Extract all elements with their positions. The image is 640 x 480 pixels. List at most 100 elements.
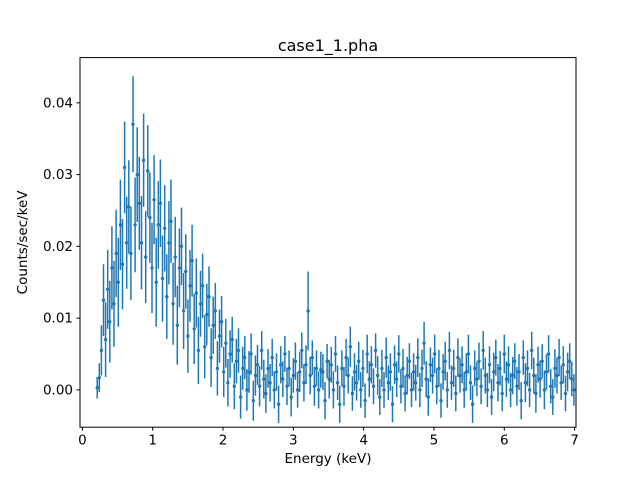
data-point (312, 384, 317, 388)
data-point (148, 215, 152, 220)
data-point (555, 373, 559, 378)
data-point (452, 366, 456, 371)
data-point (114, 251, 118, 256)
data-point (112, 302, 116, 306)
data-point (544, 370, 549, 374)
data-point (570, 377, 574, 381)
data-point (430, 373, 435, 378)
data-point (289, 395, 293, 399)
data-point (350, 391, 355, 396)
data-point (314, 366, 319, 371)
data-point (283, 352, 287, 356)
data-point (411, 370, 416, 374)
data-point (285, 384, 289, 388)
data-point (546, 352, 551, 356)
data-point (454, 391, 458, 396)
data-point (226, 381, 230, 385)
data-point (171, 302, 175, 306)
data-point (139, 241, 144, 245)
y-tick-label: 0.03 (43, 167, 73, 183)
data-point-markers (95, 122, 576, 406)
data-point (321, 370, 325, 374)
data-point (97, 376, 102, 380)
data-point (420, 366, 424, 371)
data-point (462, 388, 466, 392)
x-tick-label: 6 (500, 433, 509, 449)
data-point (287, 366, 291, 371)
data-point (515, 384, 519, 388)
data-point (211, 323, 215, 327)
y-tick-label: 0.01 (43, 311, 73, 327)
data-point (203, 345, 207, 349)
data-point (249, 352, 253, 356)
data-point (247, 370, 251, 374)
x-tick-label: 4 (359, 433, 368, 449)
data-point (295, 388, 300, 392)
data-point (354, 381, 359, 385)
data-point (236, 348, 241, 353)
data-point (534, 391, 538, 396)
data-point (369, 363, 374, 367)
data-point (508, 388, 513, 392)
data-point (127, 205, 131, 209)
data-point (205, 312, 209, 317)
data-point (506, 363, 511, 367)
y-axis-ticks: 0.00 0.01 0.02 0.03 0.04 (43, 95, 80, 398)
data-point (439, 398, 443, 403)
data-point (382, 388, 386, 392)
data-point (357, 359, 361, 363)
data-point (568, 359, 572, 363)
data-point (181, 309, 186, 313)
data-point (481, 348, 485, 353)
data-point (308, 373, 312, 378)
data-point (447, 348, 452, 353)
data-point (532, 373, 536, 378)
data-point (165, 294, 169, 299)
data-point (352, 370, 357, 374)
data-point (122, 165, 127, 170)
data-point (266, 366, 270, 371)
data-point (433, 352, 437, 356)
data-point (378, 395, 382, 399)
data-point (388, 370, 393, 374)
data-point (198, 302, 203, 306)
data-point (192, 327, 196, 331)
data-point (523, 381, 528, 385)
data-point (492, 370, 496, 374)
data-point (158, 201, 163, 205)
data-point (95, 386, 99, 390)
data-point (125, 241, 129, 245)
data-point (222, 370, 226, 374)
data-point (323, 398, 327, 403)
data-point (251, 398, 255, 403)
data-point (435, 384, 439, 388)
data-point (173, 255, 177, 259)
data-point (424, 377, 428, 381)
data-point (135, 172, 139, 177)
data-point (549, 384, 553, 388)
data-point (298, 370, 302, 374)
data-point (150, 266, 154, 270)
data-point (373, 348, 378, 353)
data-point (494, 355, 498, 360)
data-point (175, 323, 179, 327)
data-point (479, 384, 483, 388)
data-point (262, 377, 266, 381)
data-point (304, 363, 308, 367)
data-point (268, 381, 272, 385)
data-point (184, 269, 188, 274)
data-point (361, 366, 365, 371)
y-tick-label: 0.00 (43, 382, 73, 398)
data-point (441, 370, 445, 374)
data-point (245, 388, 249, 392)
x-tick-label: 5 (430, 433, 439, 449)
data-point (243, 355, 247, 360)
data-point (110, 266, 114, 270)
data-point (272, 388, 276, 392)
data-point (291, 373, 295, 378)
data-point (224, 341, 228, 345)
data-point (500, 391, 504, 396)
data-point (565, 370, 570, 374)
data-point (456, 355, 460, 360)
